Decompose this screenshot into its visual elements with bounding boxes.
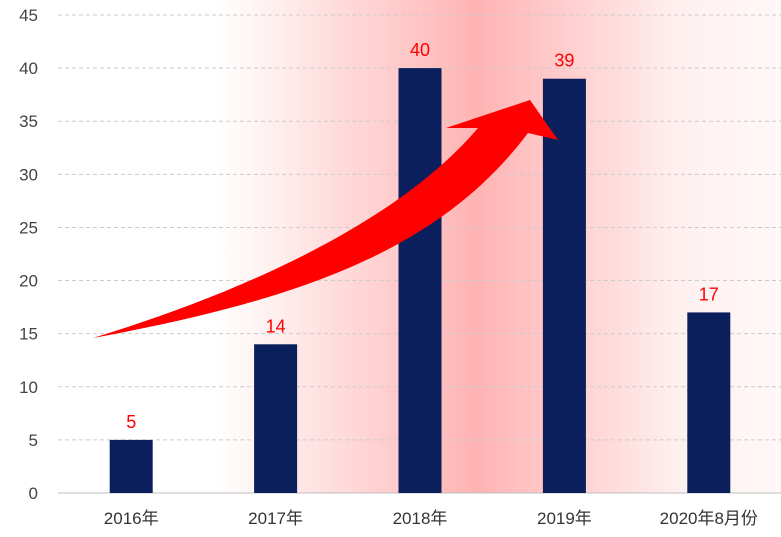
data-label: 39: [554, 51, 574, 71]
trend-arrow-icon: [93, 100, 558, 338]
y-tick-label: 10: [19, 378, 38, 397]
bar: [687, 312, 731, 493]
y-tick-label: 40: [19, 59, 38, 78]
x-tick-label: 2017年: [248, 509, 303, 528]
bar: [398, 68, 442, 493]
x-tick-label: 2016年: [104, 509, 159, 528]
bar: [254, 344, 298, 493]
bars: [109, 68, 731, 493]
x-axis-labels: 2016年 2017年 2018年 2019年 2020年8月份: [104, 509, 758, 528]
y-tick-label: 15: [19, 325, 38, 344]
x-tick-label: 2020年8月份: [660, 509, 758, 528]
gridlines: [58, 14, 781, 494]
bar: [109, 439, 153, 493]
y-axis-ticks: 0 5 10 15 20 25 30 35 40 45: [19, 6, 38, 503]
data-labels: 5 14 40 39 17: [126, 40, 719, 432]
y-tick-label: 35: [19, 112, 38, 131]
y-tick-label: 25: [19, 218, 38, 237]
y-tick-label: 0: [29, 484, 38, 503]
y-tick-label: 20: [19, 272, 38, 291]
data-label: 17: [699, 284, 719, 304]
y-tick-label: 30: [19, 165, 38, 184]
y-tick-label: 5: [29, 431, 38, 450]
bar: [542, 78, 586, 493]
data-label: 5: [126, 412, 136, 432]
data-label: 14: [266, 316, 286, 336]
data-label: 40: [410, 40, 430, 60]
x-tick-label: 2019年: [537, 509, 592, 528]
y-tick-label: 45: [19, 6, 38, 25]
x-tick-label: 2018年: [393, 509, 448, 528]
